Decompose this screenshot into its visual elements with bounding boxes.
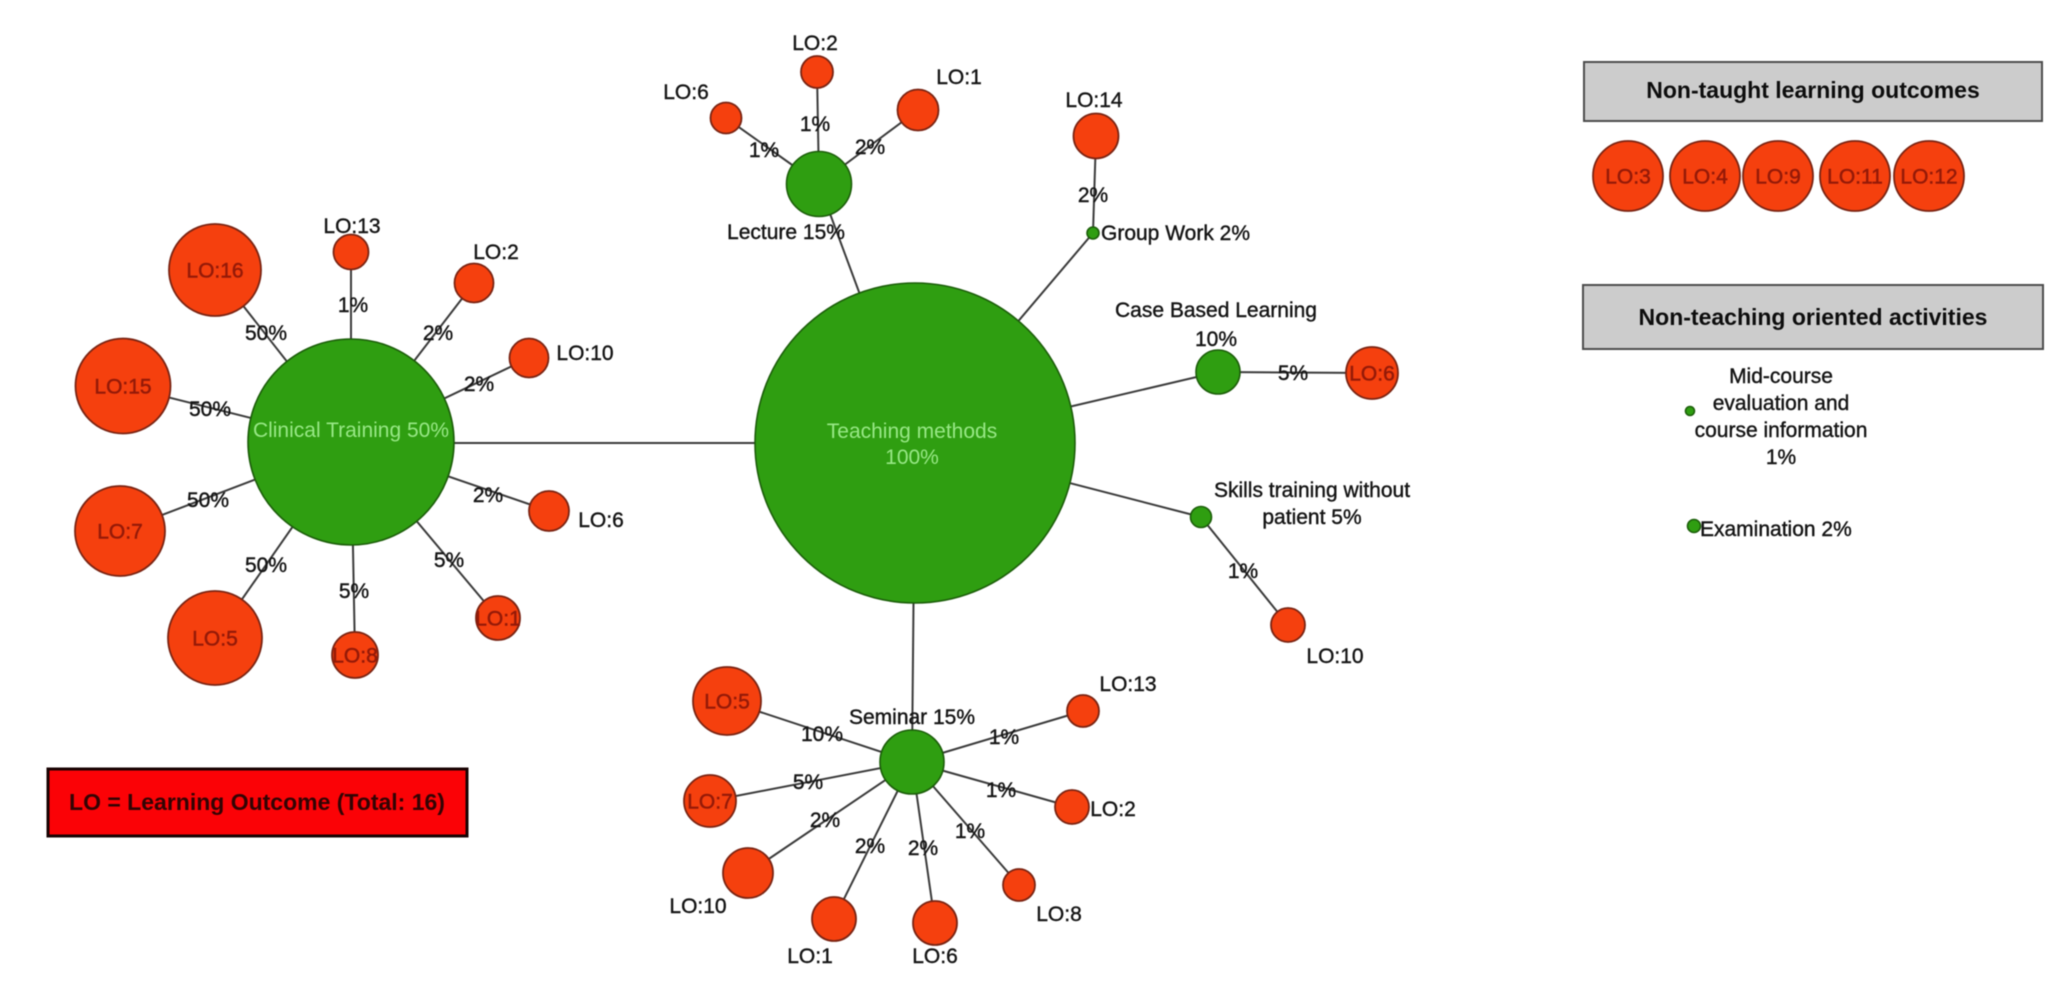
svg-text:LO:10: LO:10 bbox=[1306, 645, 1363, 668]
svg-text:50%: 50% bbox=[189, 398, 231, 421]
svg-text:LO:8: LO:8 bbox=[1036, 903, 1082, 926]
svg-text:LO:2: LO:2 bbox=[792, 32, 838, 55]
svg-text:10%: 10% bbox=[1195, 328, 1237, 351]
svg-text:2%: 2% bbox=[1078, 184, 1108, 207]
svg-text:LO:7: LO:7 bbox=[97, 521, 143, 544]
svg-text:2%: 2% bbox=[810, 809, 840, 832]
svg-text:2%: 2% bbox=[855, 835, 885, 858]
svg-text:2%: 2% bbox=[473, 484, 503, 507]
svg-text:evaluation and: evaluation and bbox=[1713, 392, 1850, 415]
svg-text:LO:12: LO:12 bbox=[1900, 166, 1957, 189]
svg-text:Non-taught learning outcomes: Non-taught learning outcomes bbox=[1646, 77, 1980, 103]
svg-text:LO:5: LO:5 bbox=[192, 628, 238, 651]
svg-text:LO = Learning Outcome (Total:: LO = Learning Outcome (Total: 16) bbox=[69, 789, 445, 815]
svg-text:5%: 5% bbox=[793, 771, 823, 794]
svg-text:Seminar 15%: Seminar 15% bbox=[849, 706, 975, 729]
svg-text:1%: 1% bbox=[338, 294, 368, 317]
svg-text:Case Based Learning: Case Based Learning bbox=[1115, 299, 1317, 322]
svg-text:LO:6: LO:6 bbox=[578, 509, 624, 532]
svg-text:50%: 50% bbox=[245, 322, 287, 345]
svg-text:Teaching methods: Teaching methods bbox=[827, 420, 997, 443]
svg-text:LO:10: LO:10 bbox=[556, 342, 613, 365]
svg-text:LO:16: LO:16 bbox=[186, 260, 243, 283]
svg-text:LO:13: LO:13 bbox=[1099, 673, 1156, 696]
svg-text:5%: 5% bbox=[1278, 362, 1308, 385]
svg-text:1%: 1% bbox=[749, 139, 779, 162]
svg-text:2%: 2% bbox=[855, 136, 885, 159]
svg-text:Examination 2%: Examination 2% bbox=[1700, 518, 1852, 541]
svg-text:LO:11: LO:11 bbox=[1827, 166, 1883, 189]
svg-text:LO:3: LO:3 bbox=[1605, 166, 1651, 189]
svg-text:course information: course information bbox=[1695, 419, 1868, 442]
svg-text:Skills training without: Skills training without bbox=[1214, 479, 1410, 502]
svg-text:1%: 1% bbox=[1228, 560, 1258, 583]
svg-text:LO:8: LO:8 bbox=[332, 645, 378, 668]
svg-text:5%: 5% bbox=[434, 549, 464, 572]
svg-text:Clinical Training 50%: Clinical Training 50% bbox=[253, 419, 449, 442]
svg-text:Mid-course: Mid-course bbox=[1729, 365, 1833, 388]
svg-text:LO:7: LO:7 bbox=[687, 791, 733, 814]
svg-text:LO:2: LO:2 bbox=[1090, 798, 1136, 821]
svg-text:LO:9: LO:9 bbox=[1755, 166, 1801, 189]
svg-text:Lecture 15%: Lecture 15% bbox=[727, 221, 845, 244]
svg-text:LO:13: LO:13 bbox=[323, 215, 380, 238]
svg-text:LO:1: LO:1 bbox=[787, 945, 833, 968]
svg-text:LO:6: LO:6 bbox=[912, 945, 958, 968]
svg-text:LO:6: LO:6 bbox=[1349, 363, 1395, 386]
svg-text:LO:10: LO:10 bbox=[669, 895, 726, 918]
svg-text:Group Work 2%: Group Work 2% bbox=[1101, 222, 1250, 245]
svg-text:1%: 1% bbox=[1766, 446, 1796, 469]
svg-text:LO:6: LO:6 bbox=[663, 81, 709, 104]
svg-text:2%: 2% bbox=[908, 837, 938, 860]
svg-text:Non-teaching oriented activiti: Non-teaching oriented activities bbox=[1639, 304, 1988, 330]
svg-text:LO:15: LO:15 bbox=[94, 376, 151, 399]
svg-text:1%: 1% bbox=[800, 113, 830, 136]
svg-text:LO:14: LO:14 bbox=[1065, 89, 1123, 112]
svg-text:2%: 2% bbox=[464, 373, 494, 396]
svg-text:50%: 50% bbox=[187, 489, 229, 512]
svg-text:100%: 100% bbox=[885, 446, 939, 469]
svg-text:2%: 2% bbox=[423, 322, 453, 345]
svg-text:50%: 50% bbox=[245, 554, 287, 577]
svg-text:LO:5: LO:5 bbox=[704, 691, 750, 714]
svg-text:LO:1: LO:1 bbox=[475, 608, 521, 631]
svg-text:LO:1: LO:1 bbox=[936, 66, 982, 89]
svg-text:5%: 5% bbox=[339, 580, 369, 603]
svg-text:patient 5%: patient 5% bbox=[1262, 506, 1361, 529]
svg-text:1%: 1% bbox=[955, 820, 985, 843]
svg-text:LO:2: LO:2 bbox=[473, 241, 519, 264]
svg-text:1%: 1% bbox=[989, 726, 1019, 749]
svg-text:1%: 1% bbox=[986, 779, 1016, 802]
svg-text:LO:4: LO:4 bbox=[1682, 166, 1728, 189]
svg-text:10%: 10% bbox=[801, 723, 843, 746]
